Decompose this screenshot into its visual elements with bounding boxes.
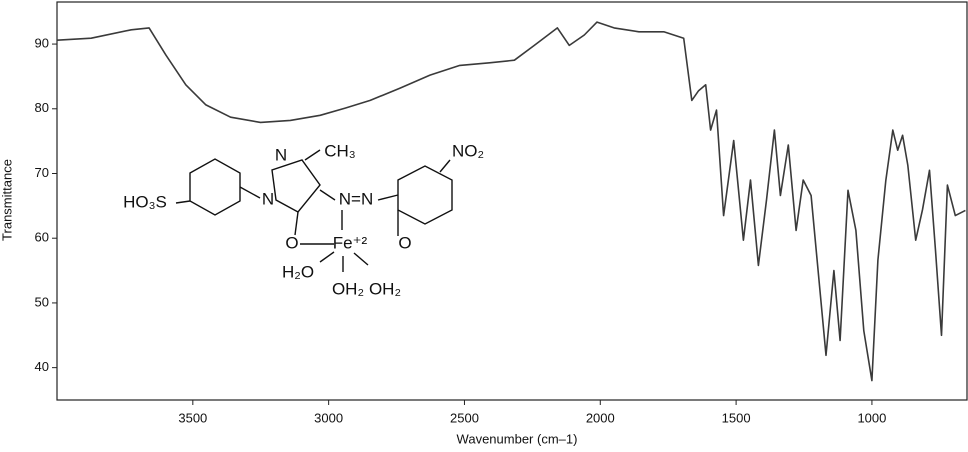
structure-label: NO₂ [452,141,484,160]
y-tick-label: 60 [35,230,49,245]
y-tick-label: 50 [35,294,49,309]
structure-label: Fe⁺² [333,233,368,252]
y-tick-label: 80 [35,100,49,115]
structure-label: O [285,233,298,252]
ring [189,158,241,216]
structure-label: N=N [339,189,373,208]
y-tick-label: 90 [35,36,49,51]
y-tick-label: 70 [35,165,49,180]
bond [319,251,335,263]
bond [319,189,336,201]
x-axis-label: Wavenumber (cm–1) [457,431,578,446]
y-axis-label: Transmittance [0,159,14,241]
bond [439,159,451,173]
ring [271,159,321,213]
structure-label: CH₃ [324,141,355,160]
structure-label: O [398,233,411,252]
structure-label: N [262,189,274,208]
bond [377,194,399,201]
structure-label: OH₂ [369,279,401,298]
bond [175,200,191,204]
spectrum-line [56,21,966,382]
structure: HO₃S N N CH₃ N=N NO₂ O Fe⁺² O H₂O OH₂ OH₂ [123,141,484,298]
structure-label: OH₂ [332,279,364,298]
bond [353,252,369,266]
y-tick-label: 40 [35,359,49,374]
bond [239,186,261,199]
structure-label: HO₃S [123,192,167,211]
x-tick-label: 3000 [314,410,343,425]
x-tick-label: 1000 [857,410,886,425]
x-tick-label: 1500 [722,410,751,425]
plot-frame [56,1,968,401]
bond [294,211,299,236]
x-tick-label: 2500 [450,410,479,425]
bond [304,149,321,161]
structure-label: N [275,145,287,164]
structure-label: H₂O [282,262,314,281]
x-tick-label: 2000 [586,410,615,425]
x-tick-label: 3500 [178,410,207,425]
ring [397,165,453,225]
